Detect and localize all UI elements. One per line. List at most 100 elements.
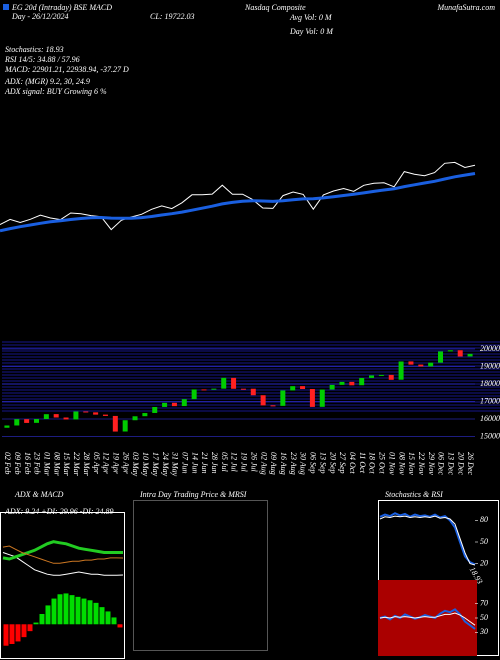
x-tick-label: 04 Oct	[348, 452, 357, 474]
series-line	[379, 612, 476, 626]
candle	[93, 412, 99, 415]
x-tick-label: 31 May	[171, 451, 180, 477]
candle	[250, 388, 256, 396]
candle	[142, 413, 148, 417]
macd: MACD: 22901.21, 22938.94, -37.27 D	[4, 65, 129, 74]
x-tick-label: 23 Feb	[33, 452, 42, 474]
candle	[240, 388, 246, 390]
candle	[4, 425, 10, 428]
bar	[69, 595, 75, 625]
x-tick-label: 19 Apr	[111, 452, 120, 475]
y-tick-label: 50	[480, 537, 488, 546]
x-tick-label: 14 Jun	[190, 452, 199, 474]
y-tick-label: 15000	[480, 431, 500, 440]
y-tick-label: 20	[480, 558, 488, 567]
x-tick-label: 08 Nov	[397, 452, 406, 475]
x-tick-label: 02 Aug	[259, 452, 268, 475]
candle	[418, 364, 424, 367]
candle	[467, 353, 473, 357]
candle	[388, 374, 394, 380]
candle	[63, 417, 69, 420]
candle	[102, 414, 108, 416]
candle	[43, 414, 49, 419]
y-tick-label: 70	[480, 598, 488, 607]
candle	[457, 350, 463, 357]
candle	[300, 386, 306, 390]
adx-signal: ADX signal: BUY Growing 6 %	[4, 87, 107, 96]
bar	[9, 624, 15, 644]
bar	[111, 617, 117, 625]
candle	[349, 381, 355, 386]
date: Day - 26/12/2024	[11, 12, 68, 21]
candle	[221, 377, 227, 389]
bar	[15, 624, 21, 642]
x-tick-label: 24 May	[161, 452, 170, 477]
bar	[99, 607, 105, 625]
x-tick-label: 20 Dec	[456, 452, 465, 475]
candle	[447, 350, 453, 352]
x-tick-label: 12 Apr	[102, 452, 111, 475]
candle	[181, 399, 187, 407]
series-line	[2, 540, 123, 561]
candle	[122, 420, 128, 432]
x-tick-label: 12 Jul	[230, 452, 239, 473]
bar	[75, 596, 81, 625]
candle	[359, 378, 365, 386]
x-tick-label: 30 Aug	[299, 451, 308, 475]
bar	[39, 614, 45, 625]
candle	[438, 351, 444, 363]
candle	[369, 375, 375, 378]
candle	[152, 406, 158, 413]
x-tick-label: 09 Feb	[13, 452, 22, 474]
x-tick-label: 16 Aug	[279, 452, 288, 475]
x-tick-label: 05 Jul	[220, 452, 229, 473]
bar	[63, 593, 69, 625]
rsi: RSI 14/5: 34.88 / 57.96	[4, 55, 80, 64]
y-tick-label: 20000	[480, 344, 500, 353]
y-tick-label: 30	[479, 627, 488, 636]
x-tick-label: 09 Aug	[269, 452, 278, 475]
candle	[378, 374, 384, 376]
y-tick-label: 18000	[480, 379, 500, 388]
y-tick-label: 50	[480, 613, 488, 622]
y-tick-label: 16000	[480, 414, 500, 423]
x-tick-label: 07 Jun	[180, 452, 189, 474]
x-tick-label: 15 Nov	[407, 452, 416, 475]
panel-background	[378, 580, 477, 656]
bar	[33, 622, 39, 625]
candle	[132, 416, 138, 421]
avg-vol: Avg Vol: 0 M	[289, 13, 333, 22]
candle	[83, 411, 89, 413]
x-tick-label: 15 Mar	[62, 452, 71, 477]
stochastics: Stochastics: 18.93	[5, 45, 64, 54]
left-title: EG 20d (Intraday) BSE MACD	[11, 3, 112, 12]
series-line	[2, 552, 124, 576]
candle	[191, 389, 197, 400]
candle	[33, 419, 39, 423]
x-tick-label: 03 May	[131, 452, 140, 477]
candle	[398, 361, 404, 380]
candle	[231, 377, 237, 389]
x-tick-label: 22 Mar	[72, 452, 81, 477]
intraday-panel-border	[133, 500, 268, 651]
x-tick-label: 27 Sep	[338, 452, 347, 474]
candle	[319, 389, 325, 407]
x-tick-label: 26 Apr	[121, 452, 130, 475]
x-tick-label: 26 Dec	[466, 452, 475, 475]
x-tick-label: 29 Nov	[427, 452, 436, 475]
bar	[51, 598, 57, 625]
candle	[24, 419, 30, 423]
site: MunafaSutra.com	[436, 3, 495, 12]
candle	[339, 381, 345, 385]
series-line	[0, 161, 476, 231]
x-tick-label: 28 Jun	[210, 452, 219, 474]
x-tick-label: 01 Nov	[387, 452, 396, 475]
candle	[171, 402, 177, 407]
x-tick-label: 13 Dec	[447, 452, 456, 475]
x-tick-label: 28 Mar	[82, 452, 91, 477]
candle	[14, 419, 20, 426]
x-tick-label: 21 Jun	[200, 452, 209, 474]
panel-subtitle: ADX: 9.24 +DI: 29.96 -DI: 24.89	[4, 507, 114, 516]
candle	[73, 411, 79, 420]
